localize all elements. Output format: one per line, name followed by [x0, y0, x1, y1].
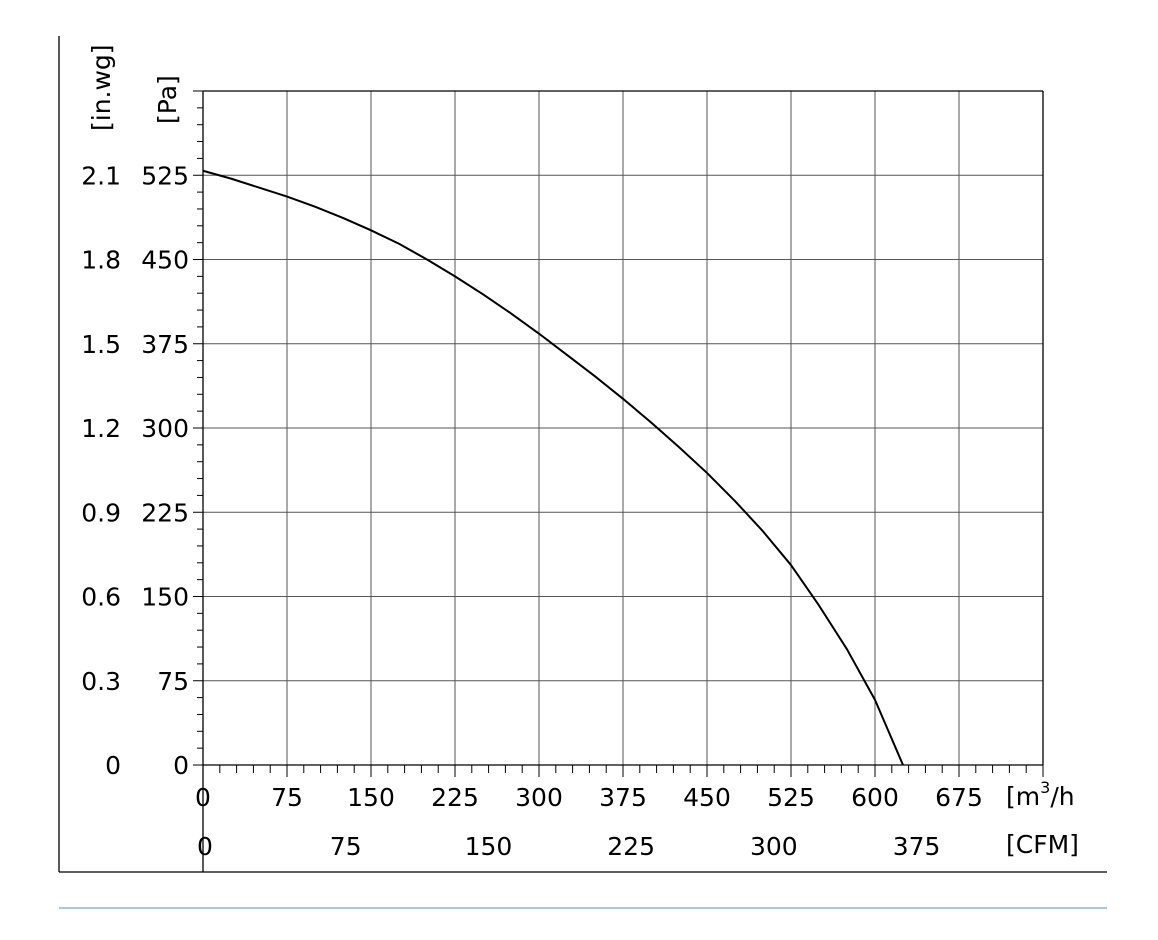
y-tick-label-inwg: 1.8 [81, 246, 121, 275]
x-unit-open: [ [1006, 782, 1016, 811]
y-tick-label-inwg: 1.5 [81, 330, 121, 359]
x-tick-label-m3h: 75 [271, 783, 303, 812]
x-unit-m3h: [m3/h [1006, 778, 1075, 811]
y-tick-label-inwg: 0 [105, 751, 121, 780]
x-tick-label-m3h: 600 [851, 783, 899, 812]
x-tick-label-m3h: 0 [195, 783, 211, 812]
x-unit-cfm: [CFM] [1006, 830, 1079, 859]
x-tick-label-cfm: 375 [893, 832, 941, 861]
y-tick-label-pa: 0 [173, 751, 189, 780]
y-tick-label-pa: 225 [141, 498, 189, 527]
y-tick-label-pa: 75 [157, 667, 189, 696]
grid-lines [203, 91, 1043, 765]
y-tick-label-pa: 300 [141, 414, 189, 443]
x-tick-label-m3h: 300 [515, 783, 563, 812]
y-tick-label-inwg: 1.2 [81, 414, 121, 443]
x-tick-label-cfm: 0 [197, 832, 213, 861]
x-tick-label-m3h: 375 [599, 783, 647, 812]
chart-frame [58, 36, 1107, 909]
x-unit-suffix: /h [1050, 782, 1074, 811]
x-unit-sup: 3 [1040, 778, 1050, 797]
x-tick-label-m3h: 225 [431, 783, 479, 812]
y-unit-inwg: [in.wg] [87, 44, 116, 131]
x-tick-label-cfm: 150 [465, 832, 513, 861]
y-tick-label-pa: 450 [141, 246, 189, 275]
x-tick-label-cfm: 75 [330, 832, 362, 861]
x-tick-label-cfm: 225 [607, 832, 655, 861]
y-tick-label-inwg: 0.3 [81, 667, 121, 696]
x-tick-label-m3h: 450 [683, 783, 731, 812]
y-tick-label-pa: 150 [141, 583, 189, 612]
x-tick-label-cfm: 300 [750, 832, 798, 861]
fan-curve-line [202, 169, 904, 766]
x-tick-label-m3h: 675 [935, 783, 983, 812]
y-tick-label-inwg: 0.9 [81, 498, 121, 527]
y-tick-label-inwg: 2.1 [81, 161, 121, 190]
x-tick-label-m3h: 150 [347, 783, 395, 812]
x-tick-label-m3h: 525 [767, 783, 815, 812]
x-unit-base: m [1016, 782, 1040, 811]
axis-labels: 0 75 150 225 300 375 450 525 0 0.3 0.6 0.9 1.2 1.5 1.8… [81, 161, 983, 861]
minor-ticks [193, 90, 1044, 777]
curve-layer [202, 169, 904, 766]
y-tick-label-pa: 525 [141, 161, 189, 190]
y-unit-pa: [Pa] [153, 75, 182, 124]
y-tick-label-inwg: 0.6 [81, 583, 121, 612]
y-tick-label-pa: 375 [141, 330, 189, 359]
